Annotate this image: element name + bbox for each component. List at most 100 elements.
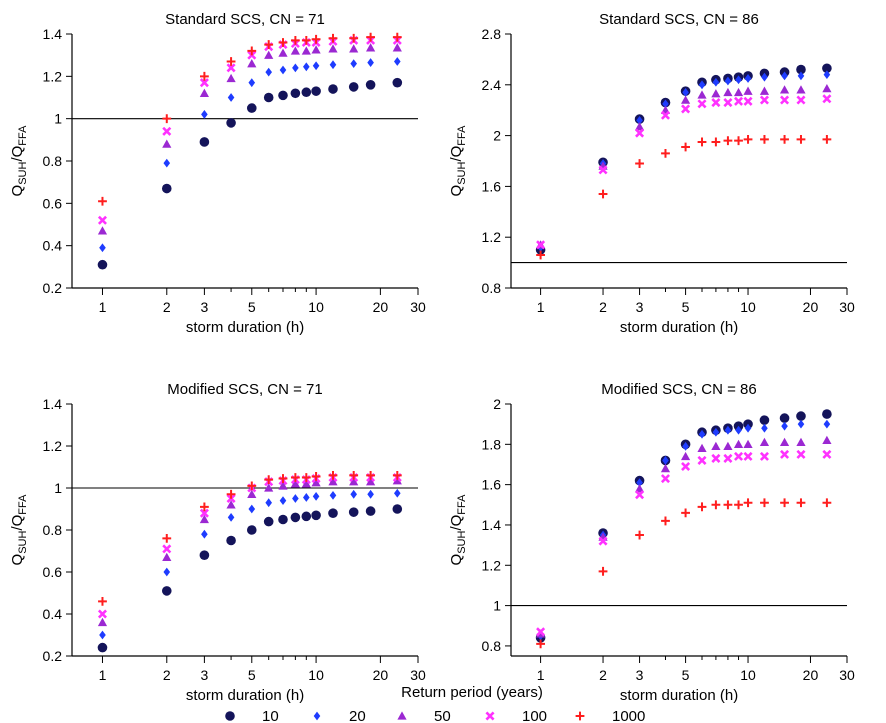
data-point — [680, 95, 691, 104]
x-tick-label: 1 — [99, 667, 107, 683]
data-point — [681, 104, 691, 114]
data-point — [759, 415, 770, 425]
chart-panel-3: Modified SCS, CN = 71 0.2 0.4 0.6 0.8 1 1.2 1.4… — [9, 381, 426, 704]
data-point — [161, 586, 172, 596]
chart-title: Standard SCS, CN = 71 — [165, 11, 325, 28]
x-tick-label: 10 — [740, 299, 756, 315]
series-100 — [536, 449, 832, 637]
data-point — [392, 43, 402, 52]
data-point — [265, 498, 272, 508]
data-point — [759, 437, 770, 446]
x-tick-label: 10 — [308, 299, 324, 315]
legend: Return period (years) 10 20 50 100 1000 — [225, 684, 645, 723]
data-point — [201, 529, 208, 539]
y-axis-label-part: /Q — [448, 146, 465, 162]
data-point — [796, 95, 806, 105]
y-tick-label: 1.6 — [482, 477, 502, 493]
series-1000 — [536, 498, 832, 649]
data-point — [290, 35, 300, 45]
data-point — [97, 215, 107, 225]
data-point — [660, 463, 671, 473]
data-point — [759, 451, 769, 461]
legend-marker — [397, 711, 407, 720]
data-point — [697, 137, 707, 147]
data-point — [311, 472, 321, 481]
data-point — [711, 98, 721, 108]
data-point — [247, 489, 257, 498]
data-point — [779, 437, 790, 446]
x-tick-label: 2 — [599, 299, 607, 315]
y-axis-label-subscript: FFA — [17, 125, 29, 146]
data-point — [796, 437, 806, 446]
data-point — [682, 88, 689, 97]
data-point — [822, 135, 832, 144]
y-axis-label-part: /Q — [9, 515, 26, 531]
data-point — [263, 92, 274, 103]
data-point — [162, 139, 172, 148]
data-point — [733, 87, 744, 97]
data-point — [780, 498, 789, 508]
data-point — [264, 50, 274, 59]
data-point — [743, 439, 753, 448]
data-point — [711, 453, 721, 463]
data-point — [711, 441, 721, 451]
y-axis-label-part: /Q — [448, 515, 465, 531]
y-tick-label: 2 — [493, 396, 501, 412]
data-point — [712, 77, 720, 87]
y-tick-label: 1 — [54, 111, 62, 127]
data-point — [697, 99, 707, 109]
data-point — [822, 409, 832, 419]
legend-item-20: 20 — [313, 708, 366, 723]
data-point — [635, 490, 645, 500]
data-point — [822, 435, 832, 444]
data-point — [247, 46, 257, 56]
legend-marker — [575, 711, 585, 721]
data-point — [163, 567, 171, 577]
data-point — [796, 411, 806, 421]
data-point — [265, 67, 272, 77]
data-point — [697, 443, 707, 453]
data-point — [278, 514, 288, 525]
data-point — [301, 479, 311, 488]
y-tick-label: 0.4 — [43, 606, 63, 622]
legend-title: Return period (years) — [401, 684, 543, 701]
data-point — [366, 32, 376, 42]
y-axis-label-subscript: FFA — [456, 494, 468, 515]
x-tick-label: 30 — [410, 299, 426, 315]
data-point — [662, 99, 669, 109]
data-point — [392, 471, 402, 480]
y-axis-label: QSUH/QFFA — [9, 125, 29, 197]
legend-item-100: 100 — [485, 708, 547, 723]
data-point — [724, 425, 732, 435]
data-point — [226, 63, 236, 73]
data-point — [98, 597, 107, 606]
data-point — [780, 135, 789, 144]
data-point — [680, 451, 691, 461]
data-point — [349, 44, 359, 53]
data-point — [199, 550, 210, 560]
x-tick-label: 3 — [636, 667, 644, 683]
data-point — [348, 507, 359, 517]
data-point — [365, 80, 376, 90]
data-point — [392, 504, 403, 514]
data-point — [162, 544, 172, 554]
data-point — [328, 44, 338, 53]
data-point — [661, 516, 670, 526]
data-point — [162, 126, 172, 136]
data-point — [97, 642, 108, 653]
data-point — [278, 38, 288, 47]
data-point — [366, 471, 376, 480]
data-point — [328, 33, 338, 43]
data-point — [278, 48, 288, 57]
data-point — [636, 115, 643, 125]
data-point — [598, 165, 608, 175]
x-axis-label: storm duration (h) — [186, 319, 304, 336]
y-tick-label: 2 — [493, 128, 501, 144]
legend-label: 50 — [434, 708, 451, 723]
data-point — [247, 481, 257, 491]
data-point — [796, 85, 806, 94]
data-point — [598, 566, 608, 576]
data-point — [796, 135, 806, 144]
data-point — [724, 76, 732, 86]
